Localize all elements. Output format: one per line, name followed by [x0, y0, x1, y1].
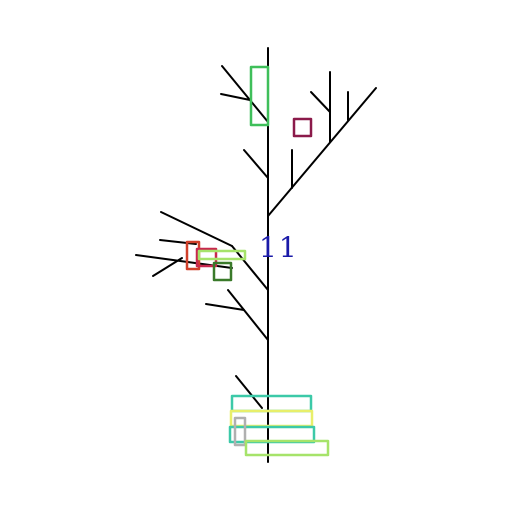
box-gray: [233, 416, 247, 447]
branch-left-twig-1: [159, 239, 197, 245]
branch-right-main: [267, 87, 377, 217]
branch-mid-left-1: [243, 149, 269, 179]
tree-branches: [135, 47, 377, 463]
box-maroon: [292, 117, 313, 138]
branch-left-long-2: [135, 254, 233, 269]
branch-upper-left-1: [221, 65, 269, 123]
box-crimson: [195, 247, 218, 268]
branch-left-lower: [227, 289, 269, 341]
branch-right-twig-3: [310, 91, 331, 113]
box-green-upper: [249, 65, 270, 127]
box-dark-green: [212, 261, 233, 282]
branch-left-long: [160, 211, 233, 247]
branch-left-twig-2: [152, 257, 183, 277]
branch-left-twig-3: [205, 303, 245, 311]
box-teal-1: [230, 394, 313, 413]
node-label: 11: [259, 231, 299, 264]
branch-bottom-left: [235, 375, 263, 409]
annotation-boxes: [185, 65, 330, 457]
box-lime-bottom: [244, 439, 330, 457]
branch-left-main: [231, 245, 269, 291]
box-lime-small: [197, 249, 247, 261]
branch-upper-left-2: [220, 93, 251, 101]
